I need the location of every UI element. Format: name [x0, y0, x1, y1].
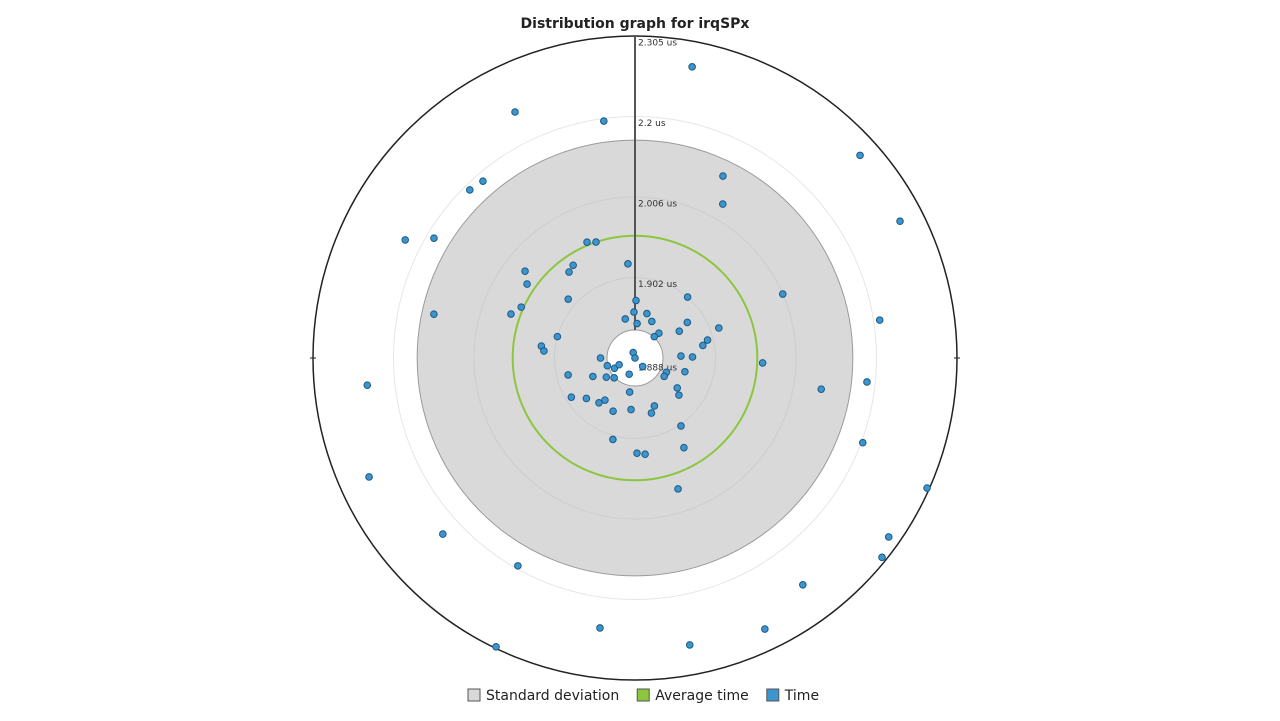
legend-label: Standard deviation — [486, 688, 619, 704]
time-point — [660, 372, 668, 381]
time-point — [650, 402, 659, 410]
time-point — [650, 332, 659, 341]
legend-swatch — [467, 688, 481, 702]
legend-swatch — [766, 688, 780, 702]
time-point — [685, 641, 694, 649]
time-point — [615, 360, 623, 369]
time-point — [633, 449, 641, 457]
time-point — [647, 409, 656, 417]
time-point — [610, 374, 618, 382]
time-point — [680, 443, 688, 452]
time-point — [878, 553, 886, 562]
time-point — [521, 267, 529, 275]
time-point — [602, 373, 611, 381]
time-point — [609, 407, 617, 415]
time-point — [677, 422, 685, 430]
time-point — [601, 396, 609, 404]
time-point — [621, 315, 630, 323]
time-point — [564, 295, 573, 303]
time-point — [884, 533, 893, 541]
r-tick-label: 2.305 us — [638, 39, 677, 49]
time-point — [633, 319, 641, 328]
time-point — [569, 261, 577, 270]
time-point — [718, 200, 727, 208]
time-point — [603, 361, 612, 370]
time-point — [677, 352, 685, 360]
time-point — [627, 405, 635, 414]
time-point — [923, 484, 931, 492]
legend-label: Average time — [655, 688, 749, 704]
time-point — [439, 530, 447, 538]
time-point — [675, 327, 684, 335]
time-point — [363, 381, 372, 389]
time-point — [517, 303, 526, 311]
chart-title: Distribution graph for irqSPx — [521, 16, 750, 32]
time-point — [799, 580, 807, 589]
legend-label: Time — [784, 688, 819, 704]
time-point — [681, 367, 689, 376]
time-point — [688, 353, 697, 361]
time-point — [632, 296, 640, 305]
time-point — [565, 268, 573, 276]
time-point — [778, 290, 787, 298]
time-point — [540, 347, 548, 355]
time-point — [624, 260, 632, 268]
time-point — [863, 378, 871, 386]
time-point — [564, 371, 572, 379]
time-point — [673, 384, 682, 392]
time-point — [507, 310, 515, 318]
time-point — [553, 332, 562, 341]
r-tick-label: 2.2 us — [638, 119, 666, 129]
r-tick-label: 1.888 us — [638, 364, 677, 374]
time-point — [875, 316, 884, 324]
time-point — [583, 238, 591, 246]
time-point — [856, 151, 864, 160]
time-point — [699, 341, 707, 350]
time-point — [719, 172, 727, 180]
time-point — [589, 372, 597, 381]
time-point — [625, 388, 634, 396]
time-point — [600, 117, 608, 125]
time-point — [523, 280, 531, 288]
time-point — [492, 642, 500, 651]
time-point — [761, 625, 769, 633]
time-point — [567, 393, 576, 401]
time-point — [715, 324, 723, 332]
time-point — [430, 310, 438, 318]
r-tick-label: 1.902 us — [638, 280, 677, 290]
time-point — [896, 217, 904, 226]
time-point — [643, 309, 651, 318]
time-point — [466, 186, 474, 194]
time-point — [648, 317, 656, 326]
time-point — [674, 485, 682, 493]
time-point — [596, 354, 605, 362]
time-point — [703, 336, 712, 344]
time-point — [582, 394, 591, 403]
time-point — [817, 385, 826, 393]
time-point — [688, 63, 696, 71]
time-point — [365, 473, 373, 481]
legend-swatch — [636, 688, 650, 702]
time-point — [514, 562, 522, 570]
time-point — [683, 318, 692, 327]
time-point — [683, 293, 692, 301]
time-point — [430, 234, 438, 242]
r-tick-label: 2.006 us — [638, 200, 677, 210]
time-point — [638, 362, 647, 371]
time-point — [511, 108, 519, 116]
time-point — [631, 354, 639, 362]
time-point — [758, 359, 767, 367]
time-point — [592, 238, 600, 246]
time-point — [625, 370, 633, 379]
time-point — [641, 450, 649, 459]
time-point — [630, 308, 638, 316]
time-point — [479, 177, 487, 186]
time-point — [596, 624, 604, 632]
time-point — [609, 435, 617, 444]
time-point — [675, 391, 683, 399]
time-point — [401, 236, 410, 244]
time-point — [858, 438, 867, 447]
